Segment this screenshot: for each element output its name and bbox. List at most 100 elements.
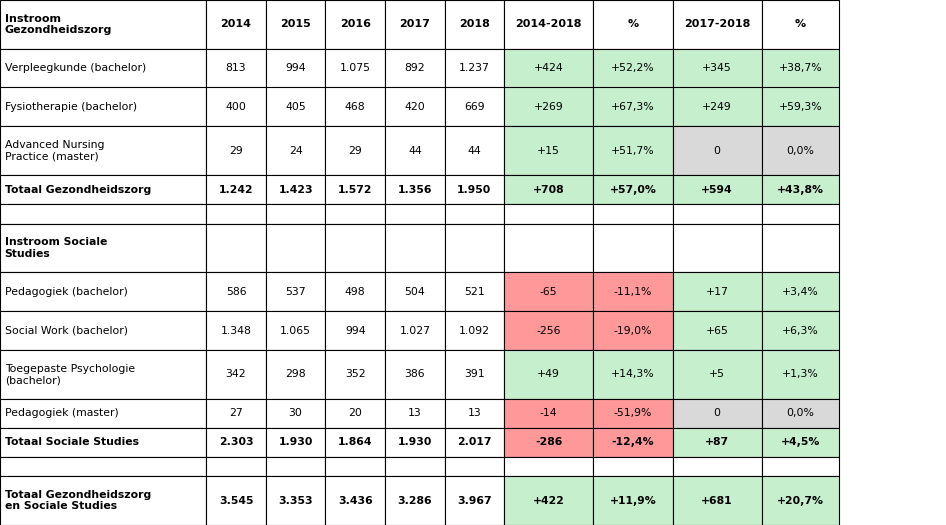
Bar xyxy=(762,88,839,127)
Bar xyxy=(593,224,673,272)
Bar xyxy=(762,175,839,204)
Text: 1.930: 1.930 xyxy=(278,437,313,447)
Bar xyxy=(504,224,593,272)
Text: Pedagogiek (master): Pedagogiek (master) xyxy=(5,408,118,418)
Bar xyxy=(325,49,385,88)
Bar xyxy=(445,175,504,204)
Bar xyxy=(0,0,206,49)
Bar xyxy=(206,311,266,350)
Text: 498: 498 xyxy=(345,287,365,297)
Text: 0: 0 xyxy=(713,146,721,156)
Text: 342: 342 xyxy=(226,369,246,379)
Bar xyxy=(504,457,593,476)
Bar xyxy=(206,398,266,428)
Bar xyxy=(593,350,673,398)
Bar xyxy=(673,0,762,49)
Text: +1,3%: +1,3% xyxy=(782,369,818,379)
Bar xyxy=(266,175,325,204)
Text: 994: 994 xyxy=(345,326,365,335)
Bar xyxy=(673,224,762,272)
Bar xyxy=(385,272,445,311)
Bar xyxy=(593,428,673,457)
Text: Advanced Nursing
Practice (master): Advanced Nursing Practice (master) xyxy=(5,140,104,162)
Bar xyxy=(762,204,839,224)
Bar xyxy=(325,272,385,311)
Text: 1.027: 1.027 xyxy=(399,326,430,335)
Bar xyxy=(325,350,385,398)
Text: -65: -65 xyxy=(540,287,557,297)
Bar xyxy=(673,398,762,428)
Text: 352: 352 xyxy=(345,369,365,379)
Text: 29: 29 xyxy=(348,146,362,156)
Bar xyxy=(385,398,445,428)
Bar xyxy=(504,476,593,525)
Bar xyxy=(385,175,445,204)
Text: 3.545: 3.545 xyxy=(219,496,254,506)
Bar xyxy=(0,476,206,525)
Bar xyxy=(385,49,445,88)
Bar xyxy=(0,272,206,311)
Text: 504: 504 xyxy=(405,287,425,297)
Text: 0: 0 xyxy=(713,408,721,418)
Bar xyxy=(385,204,445,224)
Text: 1.065: 1.065 xyxy=(280,326,311,335)
Bar xyxy=(762,398,839,428)
Bar xyxy=(0,49,206,88)
Text: +67,3%: +67,3% xyxy=(611,102,655,112)
Text: Totaal Gezondheidszorg: Totaal Gezondheidszorg xyxy=(5,185,151,195)
Text: 2017: 2017 xyxy=(399,19,430,29)
Bar xyxy=(673,175,762,204)
Text: Instroom
Gezondheidszorg: Instroom Gezondheidszorg xyxy=(5,14,113,35)
Text: +422: +422 xyxy=(533,496,565,506)
Bar xyxy=(206,204,266,224)
Text: Totaal Sociale Studies: Totaal Sociale Studies xyxy=(5,437,139,447)
Bar xyxy=(385,428,445,457)
Text: +49: +49 xyxy=(537,369,560,379)
Text: 1.930: 1.930 xyxy=(397,437,432,447)
Bar xyxy=(445,127,504,175)
Text: +708: +708 xyxy=(533,185,565,195)
Text: +52,2%: +52,2% xyxy=(611,63,655,73)
Text: 3.286: 3.286 xyxy=(397,496,432,506)
Bar xyxy=(385,127,445,175)
Bar xyxy=(0,127,206,175)
Bar xyxy=(0,175,206,204)
Bar xyxy=(0,350,206,398)
Bar xyxy=(673,88,762,127)
Bar xyxy=(673,311,762,350)
Bar xyxy=(325,476,385,525)
Bar xyxy=(266,88,325,127)
Text: -12,4%: -12,4% xyxy=(611,437,655,447)
Bar xyxy=(206,428,266,457)
Text: Toegepaste Psychologie
(bachelor): Toegepaste Psychologie (bachelor) xyxy=(5,363,135,385)
Bar xyxy=(325,204,385,224)
Text: Totaal Gezondheidszorg
en Sociale Studies: Totaal Gezondheidszorg en Sociale Studie… xyxy=(5,490,151,511)
Text: +51,7%: +51,7% xyxy=(611,146,655,156)
Bar xyxy=(445,457,504,476)
Bar xyxy=(325,311,385,350)
Text: 27: 27 xyxy=(229,408,243,418)
Bar xyxy=(593,272,673,311)
Bar xyxy=(673,127,762,175)
Bar xyxy=(266,204,325,224)
Text: 420: 420 xyxy=(405,102,425,112)
Text: +14,3%: +14,3% xyxy=(611,369,655,379)
Bar xyxy=(266,0,325,49)
Text: 1.950: 1.950 xyxy=(457,185,492,195)
Bar xyxy=(673,204,762,224)
Bar xyxy=(504,49,593,88)
Text: 1.242: 1.242 xyxy=(219,185,254,195)
Text: 2017-2018: 2017-2018 xyxy=(684,19,750,29)
Text: 468: 468 xyxy=(345,102,365,112)
Bar xyxy=(445,88,504,127)
Bar xyxy=(593,311,673,350)
Bar xyxy=(325,88,385,127)
Bar xyxy=(445,428,504,457)
Bar xyxy=(385,0,445,49)
Bar xyxy=(0,88,206,127)
Bar xyxy=(593,49,673,88)
Bar xyxy=(762,311,839,350)
Text: 813: 813 xyxy=(226,63,246,73)
Bar xyxy=(673,457,762,476)
Bar xyxy=(445,350,504,398)
